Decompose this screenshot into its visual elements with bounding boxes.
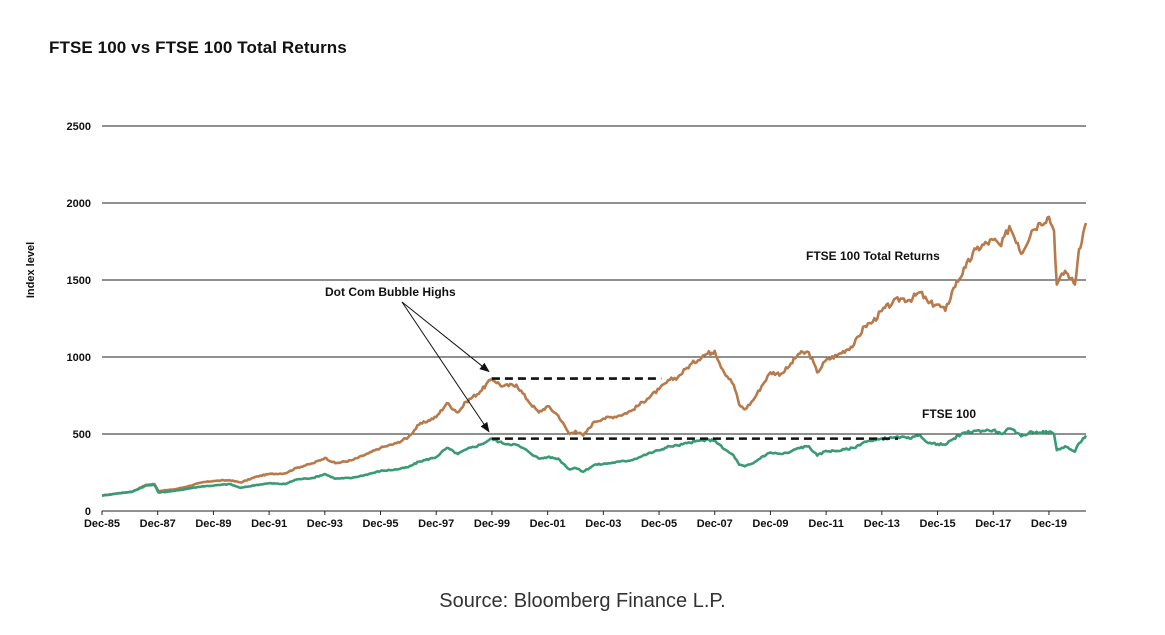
x-tick-label: Dec-89 — [195, 518, 231, 530]
series-line-ftse-100 — [101, 427, 1088, 497]
x-tick-label: Dec-07 — [697, 518, 733, 530]
y-tick-label: 0 — [85, 506, 91, 518]
x-tick-label: Dec-97 — [418, 518, 454, 530]
source-note: Source: Bloomberg Finance L.P. — [439, 590, 726, 612]
y-tick-label: 2000 — [67, 198, 91, 210]
x-tick-label: Dec-87 — [140, 518, 176, 530]
x-tick-label: Dec-95 — [362, 518, 398, 530]
series-line-ftse-100-total-returns — [101, 215, 1088, 497]
x-tick-label: Dec-03 — [585, 518, 621, 530]
label-ftse-100: FTSE 100 — [922, 407, 976, 421]
x-tick-label: Dec-91 — [251, 518, 287, 530]
x-tick-label: Dec-11 — [808, 518, 843, 530]
x-tick-label: Dec-05 — [641, 518, 677, 530]
x-tick-label: Dec-99 — [474, 518, 510, 530]
x-tick-label: Dec-01 — [530, 518, 566, 530]
x-tick-label: Dec-15 — [920, 518, 956, 530]
label-ftse-100-total-returns: FTSE 100 Total Returns — [806, 249, 940, 263]
x-tick-label: Dec-85 — [84, 518, 120, 530]
reference-lines — [491, 377, 899, 440]
annotation-arrow-1 — [401, 301, 490, 373]
chart-title: FTSE 100 vs FTSE 100 Total Returns — [49, 38, 347, 57]
y-tick-label: 2500 — [67, 121, 91, 133]
x-tick-label: Dec-13 — [864, 518, 900, 530]
x-tick-label: Dec-19 — [1031, 518, 1067, 530]
y-tick-label: 500 — [73, 429, 91, 441]
annotation-dot-com-bubble-highs: Dot Com Bubble Highs — [325, 285, 456, 299]
x-tick-label: Dec-17 — [975, 518, 1011, 530]
gridlines — [102, 125, 1086, 512]
axes: 0 500 1000 1500 2000 2500 Dec-85 Dec-87 Dec-89 De… — [67, 121, 1067, 530]
x-tick-label: Dec-09 — [752, 518, 788, 530]
y-axis-label: Index level — [25, 242, 37, 298]
series-lines — [101, 215, 1088, 497]
annotations: Dot Com Bubble Highs FTSE 100 Total Retur… — [325, 249, 976, 433]
y-tick-label: 1500 — [67, 275, 91, 287]
x-tick-label: Dec-93 — [307, 518, 343, 530]
annotation-arrow-2 — [401, 301, 490, 433]
y-tick-label: 1000 — [67, 352, 91, 364]
line-chart: 0 500 1000 1500 2000 2500 Dec-85 Dec-87 Dec-89 De… — [25, 121, 1088, 530]
